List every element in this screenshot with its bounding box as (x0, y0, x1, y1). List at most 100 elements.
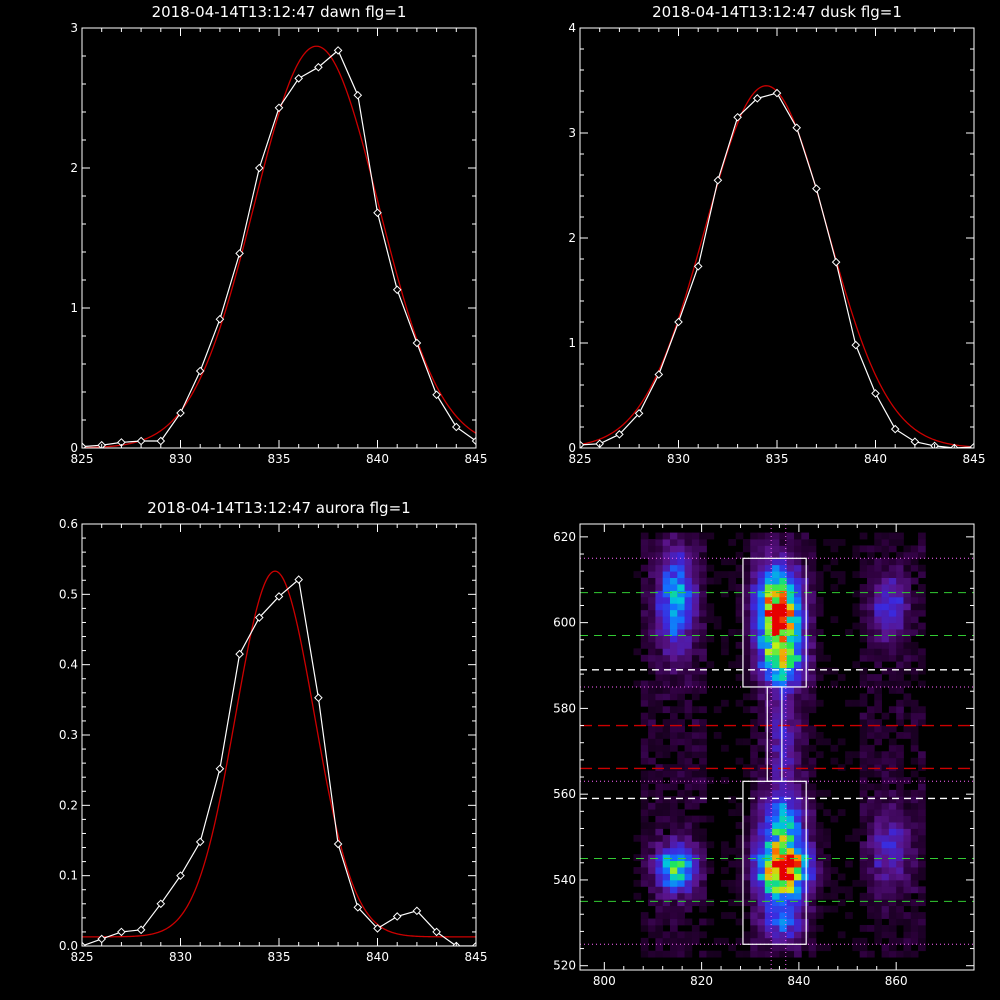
image-pixel (684, 661, 693, 669)
image-pixel (859, 648, 868, 656)
image-pixel (866, 834, 875, 842)
image-pixel (794, 764, 802, 771)
image-pixel (764, 744, 773, 752)
image-pixel (910, 719, 919, 726)
image-pixel (699, 796, 707, 804)
image-pixel (662, 931, 671, 939)
image-pixel (691, 899, 700, 907)
data-point-diamond (733, 112, 742, 122)
image-pixel (794, 783, 802, 791)
image-pixel (786, 854, 795, 862)
image-pixel (772, 905, 780, 913)
image-pixel (896, 648, 904, 656)
image-pixel (786, 571, 795, 578)
image-pixel (815, 603, 824, 611)
image-pixel (750, 924, 758, 932)
image-pixel (721, 854, 729, 862)
image-pixel (757, 558, 766, 566)
image-pixel (896, 789, 904, 797)
image-pixel (866, 719, 875, 726)
image-pixel (896, 950, 904, 958)
y-tick-label: 600 (553, 616, 576, 630)
image-pixel (866, 815, 875, 823)
image-pixel (896, 815, 904, 823)
image-pixel (721, 847, 729, 855)
image-pixel (655, 545, 664, 553)
image-pixel (866, 757, 875, 765)
image-pixel (801, 764, 810, 771)
image-pixel (859, 667, 868, 675)
data-point-diamond (235, 249, 244, 258)
image-pixel (808, 584, 817, 591)
image-pixel (640, 847, 649, 855)
image-pixel (866, 564, 875, 572)
image-pixel (655, 551, 664, 559)
image-pixel (757, 648, 766, 656)
image-pixel (866, 571, 875, 578)
image-pixel (837, 809, 846, 817)
data-point-diamond (254, 613, 264, 622)
image-pixel (669, 738, 678, 746)
image-pixel (823, 828, 831, 836)
image-pixel (794, 648, 802, 656)
data-point-diamond (890, 424, 900, 434)
data-point-diamond (373, 924, 382, 933)
image-pixel (750, 539, 758, 546)
image-pixel (772, 834, 780, 842)
image-pixel (655, 532, 664, 540)
image-pixel (633, 680, 642, 688)
image-pixel (786, 789, 795, 797)
image-pixel (808, 674, 817, 681)
extraction-box (742, 780, 807, 945)
image-pixel (764, 777, 773, 784)
image-pixel (910, 847, 919, 855)
image-pixel (866, 828, 875, 836)
image-pixel (684, 616, 693, 624)
image-pixel (786, 693, 795, 701)
image-pixel (669, 629, 678, 636)
image-pixel (750, 641, 758, 649)
image-pixel (721, 777, 729, 784)
image-pixel (721, 641, 729, 649)
image-pixel (648, 731, 656, 739)
image-pixel (896, 661, 904, 669)
image-pixel (903, 789, 912, 797)
image-pixel (669, 867, 678, 874)
image-pixel (655, 725, 664, 733)
image-pixel (910, 674, 919, 681)
image-pixel (691, 847, 700, 855)
image-pixel (859, 777, 868, 784)
image-pixel (750, 822, 758, 829)
image-pixel (830, 584, 839, 591)
image-pixel (750, 854, 758, 862)
image-pixel (677, 789, 685, 797)
image-pixel (801, 667, 810, 675)
image-pixel (640, 693, 649, 701)
image-pixel (801, 757, 810, 765)
data-point-diamond (117, 927, 126, 937)
image-pixel (910, 770, 919, 778)
image-pixel (757, 699, 766, 707)
image-pixel (874, 783, 882, 791)
image-pixel (874, 699, 882, 707)
image-pixel (859, 815, 868, 823)
image-pixel (888, 770, 897, 778)
image-pixel (677, 738, 685, 746)
image-pixel (677, 757, 685, 765)
image-pixel (808, 944, 817, 952)
image-pixel (837, 931, 846, 939)
image-pixel (866, 860, 875, 868)
image-pixel (896, 912, 904, 919)
image-pixel (662, 725, 671, 733)
image-pixel (808, 789, 817, 797)
image-pixel (786, 918, 795, 926)
image-pixel (640, 680, 649, 688)
image-pixel (903, 564, 912, 572)
image-pixel (866, 641, 875, 649)
image-pixel (910, 616, 919, 624)
image-pixel (786, 783, 795, 791)
image-pixel (772, 680, 780, 688)
image-pixel (648, 738, 656, 746)
data-point-diamond (615, 430, 624, 439)
